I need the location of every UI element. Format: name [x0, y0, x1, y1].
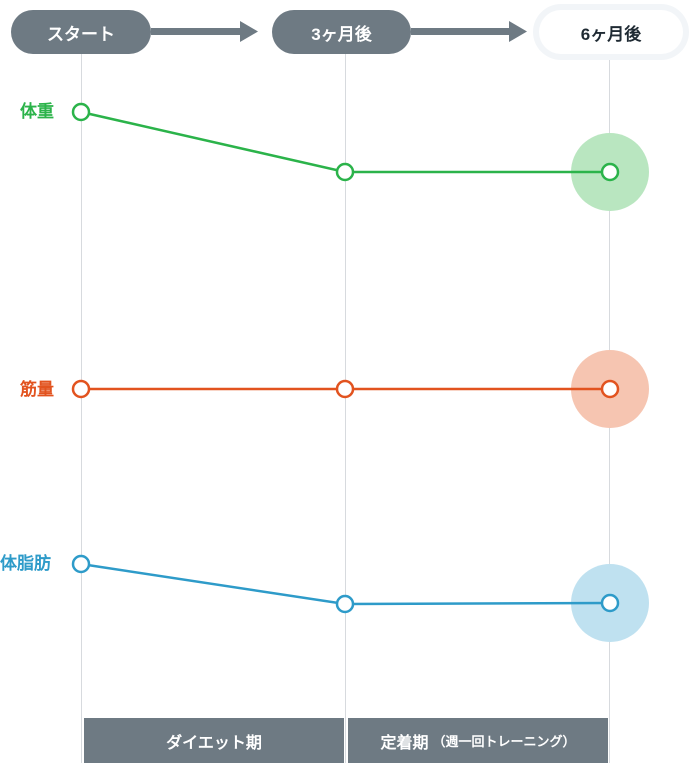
stage-3-months: 3ヶ月後: [272, 10, 411, 54]
stage-start-label: スタート: [47, 24, 115, 44]
body-fat-point-start: [71, 554, 91, 574]
phase-diet: ダイエット期: [84, 718, 344, 763]
phase-diet-label: ダイエット期: [166, 734, 262, 752]
stage-3-months-label: 3ヶ月後: [311, 24, 372, 44]
stage-6-months: 6ヶ月後: [539, 10, 683, 54]
muscle-point-6-months: [600, 379, 620, 399]
guide-line-start: [81, 54, 82, 763]
metric-label-body-fat: 体脂肪: [0, 554, 51, 573]
metric-label-weight: 体重: [20, 102, 54, 121]
stage-6-months-label: 6ヶ月後: [580, 24, 642, 44]
body-fat-point-3-months: [335, 594, 355, 614]
arrow-start-to-3-months: [151, 21, 258, 42]
phase-settle-note: （週一回トレーニング）: [432, 734, 576, 749]
weight-point-start: [71, 102, 91, 122]
arrow-3-months-to-6-months: [411, 21, 527, 42]
body-fat-point-6-months: [600, 593, 620, 613]
weight-point-3-months: [335, 162, 355, 182]
stage-start: スタート: [11, 10, 151, 54]
weight-point-6-months: [600, 162, 620, 182]
muscle-point-start: [71, 379, 91, 399]
metric-label-muscle: 筋量: [20, 380, 54, 399]
phase-settle-label: 定着期: [380, 734, 429, 752]
guide-line-3-months: [345, 54, 346, 763]
phase-settle: 定着期 （週一回トレーニング）: [348, 718, 608, 763]
muscle-point-3-months: [335, 379, 355, 399]
